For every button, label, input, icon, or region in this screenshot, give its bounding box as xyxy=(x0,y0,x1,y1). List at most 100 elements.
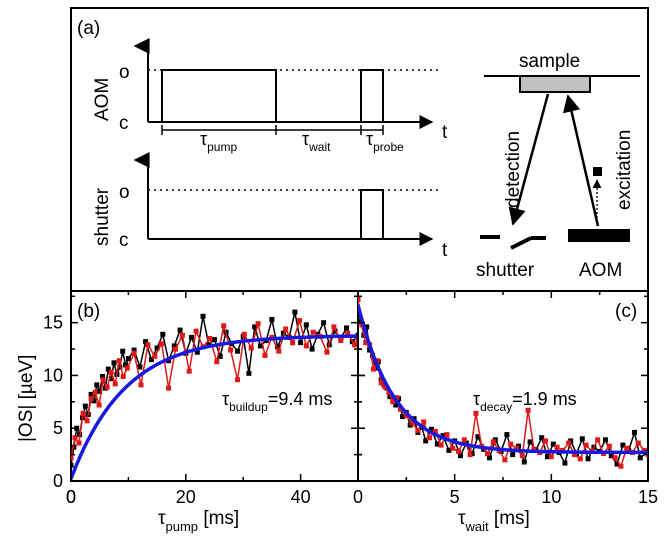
data-point-c-0-3 xyxy=(364,324,370,330)
data-point-c-1-20 xyxy=(450,445,456,451)
data-point-c-1-9 xyxy=(390,399,396,405)
x-tick-label-b: 0 xyxy=(66,487,76,507)
data-point-b-1-17 xyxy=(145,342,151,348)
data-point-c-0-22 xyxy=(429,426,434,432)
x-tick-label-b: 0 xyxy=(353,487,363,507)
x-tick-label-c: 15 xyxy=(638,487,658,507)
aom-pulse-probe xyxy=(360,69,384,122)
x-tick-label-c: 5 xyxy=(450,487,460,507)
plot-b-label: (b) xyxy=(77,301,100,322)
shutter-pulse xyxy=(360,189,384,239)
data-point-c-0-57 xyxy=(632,429,637,435)
aom-device-label: AOM xyxy=(579,260,622,281)
data-point-b-0-47 xyxy=(280,330,286,336)
data-point-c-1-2 xyxy=(363,340,369,346)
data-point-b-0-24 xyxy=(148,357,154,363)
data-point-c-1-50 xyxy=(624,445,630,451)
data-point-b-0-33 xyxy=(200,313,206,319)
data-point-c-1-29 xyxy=(502,457,508,463)
plot-b-data xyxy=(71,309,358,480)
data-point-c-0-54 xyxy=(614,461,620,467)
data-point-c-0-36 xyxy=(510,452,516,458)
data-point-c-0-42 xyxy=(545,454,550,460)
data-point-c-0-41 xyxy=(539,435,545,441)
data-point-c-0-32 xyxy=(487,455,492,461)
data-point-b-1-43 xyxy=(324,349,330,355)
data-point-c-1-45 xyxy=(595,437,601,443)
data-point-b-1-13 xyxy=(120,374,126,379)
data-point-c-1-22 xyxy=(461,437,467,443)
data-point-b-0-35 xyxy=(212,337,217,343)
data-point-c-1-36 xyxy=(543,438,548,444)
data-point-c-1-11 xyxy=(398,406,403,412)
data-point-b-1-33 xyxy=(255,321,261,327)
data-point-c-1-4 xyxy=(371,366,376,372)
data-point-b-0-31 xyxy=(189,334,194,340)
aom-t-label: t xyxy=(442,122,448,143)
data-point-b-1-10 xyxy=(108,369,114,375)
fit-curve-b xyxy=(71,334,358,480)
data-point-b-1-37 xyxy=(283,326,289,332)
data-point-b-1-3 xyxy=(80,410,86,416)
data-point-b-0-52 xyxy=(309,346,315,352)
data-point-c-1-34 xyxy=(531,446,537,452)
data-point-b-1-16 xyxy=(138,382,144,388)
data-point-b-0-11 xyxy=(100,374,106,379)
data-point-b-0-50 xyxy=(298,340,304,346)
data-point-b-0-7 xyxy=(88,391,94,397)
data-point-c-1-38 xyxy=(554,444,560,450)
data-point-b-1-7 xyxy=(96,402,102,408)
data-point-c-1-49 xyxy=(618,463,624,469)
data-point-b-1-36 xyxy=(276,348,282,354)
data-point-b-1-30 xyxy=(235,377,240,383)
data-point-c-0-23 xyxy=(434,441,440,447)
data-point-b-1-5 xyxy=(88,396,94,402)
data-point-b-1-15 xyxy=(131,350,137,356)
data-point-c-1-41 xyxy=(572,452,577,458)
aom-pulse-pump xyxy=(161,69,277,122)
fit-curve-c xyxy=(358,304,648,455)
tau-pump-label: τpump xyxy=(200,129,237,154)
data-point-b-0-36 xyxy=(217,353,223,359)
data-point-b-0-46 xyxy=(275,344,281,350)
data-point-b-1-40 xyxy=(303,343,309,349)
data-point-b-1-41 xyxy=(310,329,316,335)
shutter-t-label: t xyxy=(442,240,448,261)
data-point-b-0-15 xyxy=(111,360,117,366)
plot-c-label: (c) xyxy=(615,301,637,322)
data-point-c-1-27 xyxy=(490,439,496,445)
data-point-b-0-39 xyxy=(235,348,240,354)
data-point-b-0-19 xyxy=(123,362,128,368)
plot-c-xlabel: τwait [ms] xyxy=(458,508,530,534)
x-tick-label-b: 20 xyxy=(176,487,196,507)
data-point-b-0-9 xyxy=(94,382,100,388)
data-point-b-1-47 xyxy=(352,342,358,348)
tau-probe-label: τprobe xyxy=(366,129,404,154)
data-point-b-1-1 xyxy=(72,435,78,441)
data-point-c-0-30 xyxy=(475,434,481,440)
data-point-b-1-11 xyxy=(112,381,118,387)
data-point-c-0-48 xyxy=(579,436,585,442)
data-point-b-1-22 xyxy=(179,332,185,338)
shutter-device-label: shutter xyxy=(476,260,535,281)
data-point-b-1-28 xyxy=(221,323,227,329)
data-point-c-1-53 xyxy=(641,447,647,453)
y-axis-label: |OS| [µeV] xyxy=(16,355,37,442)
data-point-b-1-2 xyxy=(76,440,82,446)
data-point-b-0-42 xyxy=(252,324,258,330)
aom-axis-label: AOM xyxy=(92,78,113,121)
data-point-c-1-8 xyxy=(386,389,392,395)
data-point-b-0-54 xyxy=(321,320,327,326)
x-tick-label-b: 0 xyxy=(66,487,76,507)
data-point-c-1-7 xyxy=(382,384,388,390)
detection-beam xyxy=(508,93,550,226)
data-point-b-0-0 xyxy=(71,462,74,468)
data-point-c-0-52 xyxy=(603,437,608,443)
excitation-beam xyxy=(563,94,600,227)
data-point-c-0-39 xyxy=(527,439,533,445)
data-point-b-1-46 xyxy=(345,330,351,336)
data-point-b-0-1 xyxy=(71,444,77,450)
data-point-b-1-24 xyxy=(193,328,199,334)
shutter-c-label: c xyxy=(119,230,129,251)
data-point-b-1-27 xyxy=(214,359,220,365)
